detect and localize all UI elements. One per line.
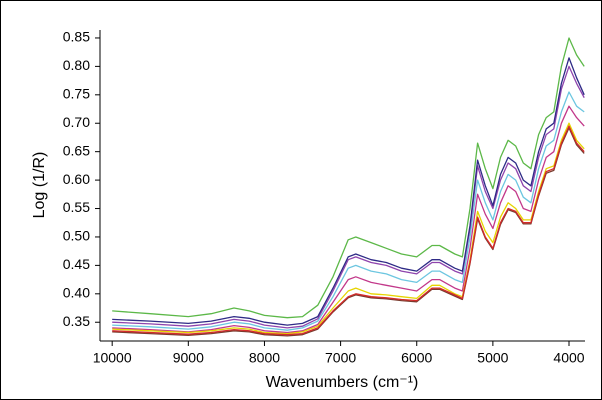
spectrum-line [112, 91, 585, 331]
y-tick-label: 0.55 [63, 199, 90, 215]
x-tick-label: 6000 [401, 350, 432, 366]
y-tick-label: 0.50 [63, 228, 90, 244]
x-tick-label: 9000 [173, 350, 204, 366]
spectrum-line [112, 125, 585, 336]
spectrum-line [112, 105, 585, 334]
spectrum-line [112, 65, 585, 329]
x-axis-label: Wavenumbers (cm⁻¹) [266, 374, 419, 391]
x-tick-label: 5000 [477, 350, 508, 366]
spectrum-line [112, 57, 585, 326]
spectrum-line [112, 122, 585, 335]
y-tick-label: 0.60 [63, 171, 90, 187]
x-tick-label: 7000 [325, 350, 356, 366]
x-tick-label: 10000 [93, 350, 132, 366]
y-tick-label: 0.40 [63, 285, 90, 301]
spectrum-line [112, 37, 585, 319]
y-axis-label: Log (1/R) [31, 152, 48, 219]
x-tick-label: 4000 [553, 350, 584, 366]
y-tick-label: 0.70 [63, 114, 90, 130]
y-tick-label: 0.65 [63, 142, 90, 158]
y-tick-label: 0.80 [63, 57, 90, 73]
y-tick-label: 0.85 [63, 29, 90, 45]
y-tick-label: 0.75 [63, 86, 90, 102]
y-tick-label: 0.45 [63, 256, 90, 272]
y-tick-label: 0.35 [63, 313, 90, 329]
x-tick-label: 8000 [249, 350, 280, 366]
